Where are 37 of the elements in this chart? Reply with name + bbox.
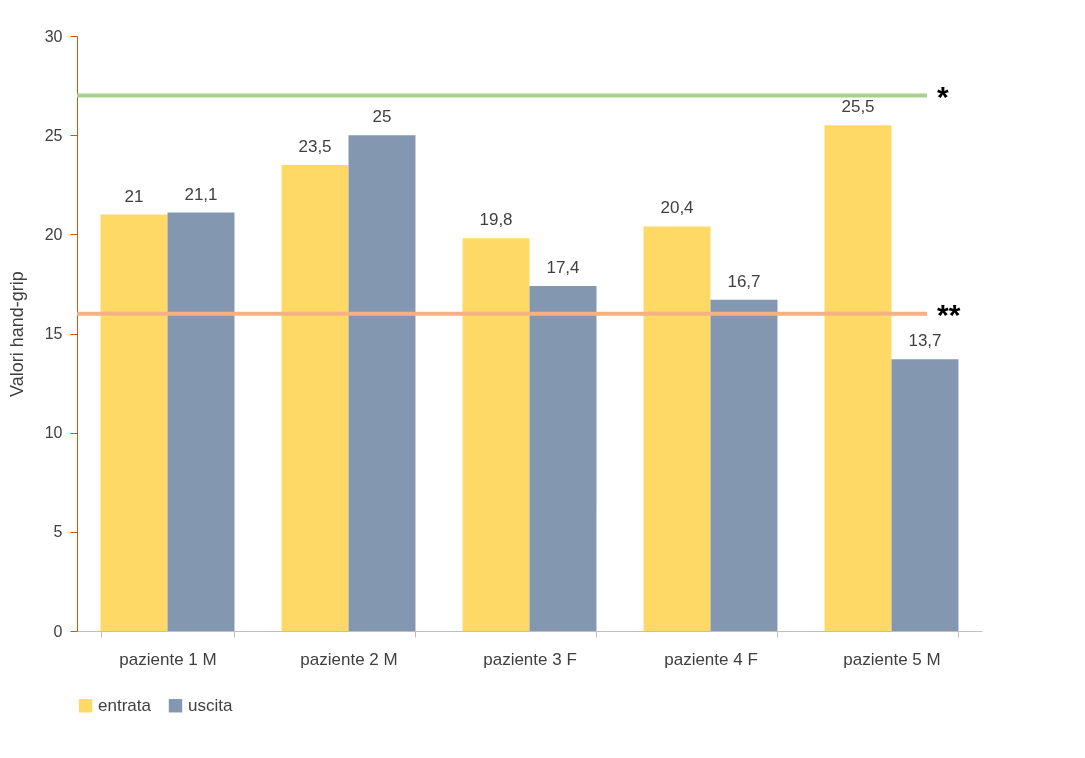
x-tick-label: paziente 1 M: [119, 649, 217, 669]
data-label: 21: [124, 186, 144, 206]
x-tick-label: paziente 2 M: [300, 649, 398, 669]
y-axis-title: Valori hand-grip: [6, 271, 27, 397]
bar: [643, 226, 711, 631]
bar: [891, 359, 959, 631]
data-label: 23,5: [298, 136, 332, 156]
y-tick-label: 0: [53, 622, 63, 640]
data-label: 21,1: [184, 184, 218, 204]
y-tick-label: 10: [44, 424, 63, 442]
y-tick-label: 30: [44, 27, 63, 45]
y-tick-label: 20: [44, 225, 63, 243]
x-tick-label: paziente 4 F: [664, 649, 758, 669]
bar: [167, 212, 235, 631]
legend-label: uscita: [188, 695, 233, 715]
data-label: 19,8: [479, 210, 513, 230]
bar: [100, 214, 168, 631]
y-tick-label: 25: [44, 126, 63, 144]
x-tick-label: paziente 3 F: [483, 649, 577, 669]
ref-line-label: **: [937, 297, 961, 331]
bar: [348, 135, 416, 631]
bar: [824, 125, 892, 631]
data-label: 25,5: [841, 97, 875, 117]
ref-line-label: *: [937, 79, 949, 113]
bar: [710, 299, 778, 631]
data-label: 17,4: [546, 257, 580, 277]
bar: [281, 164, 349, 631]
data-label: 25: [372, 107, 392, 127]
data-label: 20,4: [660, 198, 694, 218]
legend-label: entrata: [98, 695, 152, 715]
x-tick-label: paziente 5 M: [843, 649, 941, 669]
data-label: 13,7: [908, 331, 942, 351]
bar: [529, 285, 597, 631]
bar: [462, 238, 530, 631]
y-tick-label: 15: [44, 325, 63, 342]
data-label: 16,7: [727, 271, 761, 291]
y-tick-label: 5: [53, 523, 63, 541]
